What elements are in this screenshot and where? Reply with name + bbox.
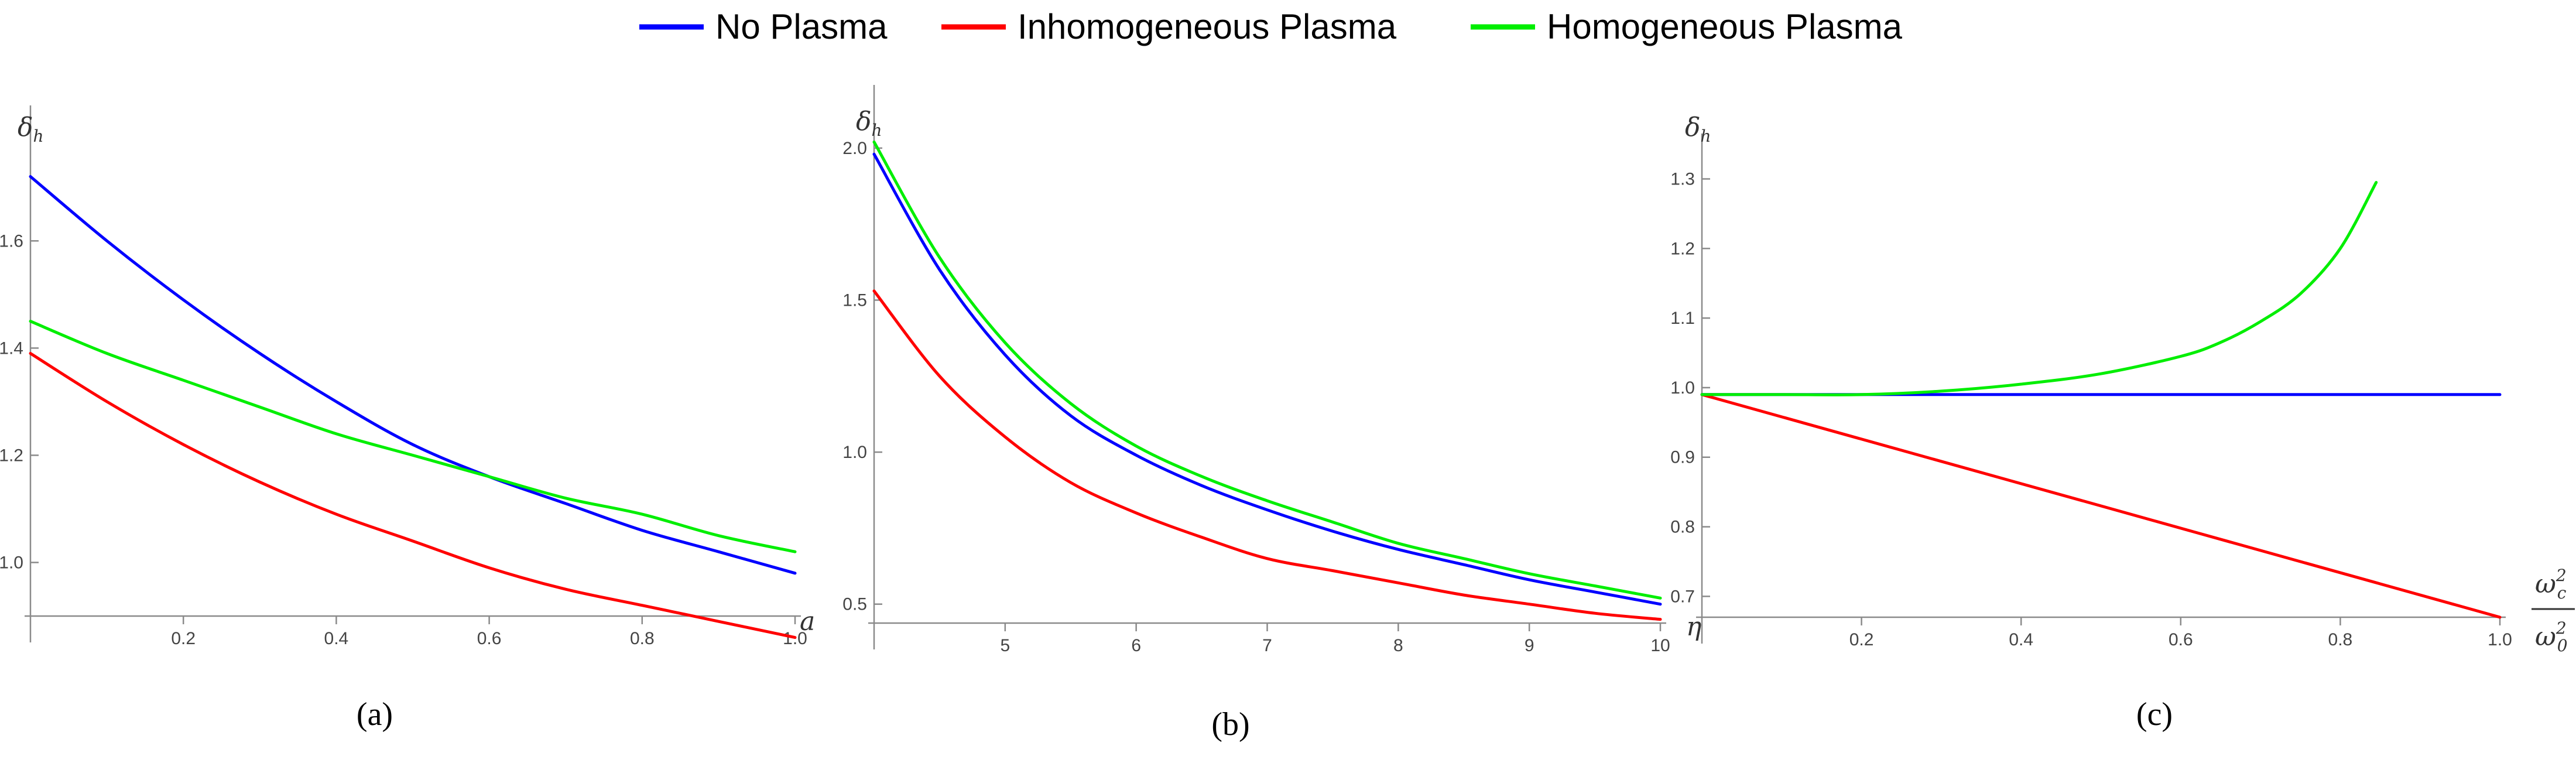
x-tick-label: 0.6 <box>2169 630 2193 649</box>
panel-caption: (b) <box>1211 706 1249 743</box>
y-tick-label: 0.7 <box>1670 587 1695 606</box>
x-tick-label: 10 <box>1650 636 1670 655</box>
x-tick-label: 0.4 <box>324 629 349 648</box>
x-tick-label: 0.6 <box>477 629 502 648</box>
series-line-inhomogeneous-plasma <box>1700 393 2502 619</box>
x-axis-label: ω2 cω2 0 <box>2532 566 2575 655</box>
x-tick-label: 0.4 <box>2009 630 2033 649</box>
y-tick-label: 1.1 <box>1670 309 1695 328</box>
legend-label: No Plasma <box>715 7 888 46</box>
x-label-denominator: ω2 0 <box>2535 618 2568 655</box>
x-tick-label: 1.0 <box>2488 630 2512 649</box>
x-tick-label: 0.8 <box>2328 630 2353 649</box>
x-tick-label: 0.2 <box>1849 630 1874 649</box>
y-tick-label: 1.2 <box>0 446 23 465</box>
panel-c: 0.2 0.4 0.6 0.8 1.0 0.7 0.8 0.9 1.0 1.1 1.2 1.3 δh ω2… <box>1670 112 2575 733</box>
y-tick-label: 1.3 <box>1670 170 1695 189</box>
series-line-no-plasma <box>29 175 797 575</box>
y-axis-label: δh <box>18 112 44 146</box>
series-line-homogeneous-plasma <box>872 141 1662 600</box>
y-tick-label: 1.0 <box>842 443 867 462</box>
y-tick-label: 1.6 <box>0 231 23 251</box>
x-tick-label: 9 <box>1525 636 1534 655</box>
x-tick-label: 0.2 <box>171 629 196 648</box>
y-tick-label: 0.9 <box>1670 448 1695 467</box>
panel-caption: (a) <box>357 696 393 733</box>
y-tick-label: 1.0 <box>0 553 23 572</box>
legend: No Plasma Inhomogeneous Plasma Homogeneous… <box>639 7 1903 46</box>
x-tick-label: 7 <box>1262 636 1272 655</box>
legend-label: Homogeneous Plasma <box>1547 7 1903 46</box>
series-line-no-plasma <box>872 152 1662 606</box>
x-axis-label: a <box>800 607 815 637</box>
x-tick-label: 6 <box>1131 636 1141 655</box>
y-axis-label: δh <box>856 107 882 140</box>
series-line-homogeneous-plasma <box>29 320 797 553</box>
panel-caption: (c) <box>2136 696 2173 733</box>
panel-b: 5 6 7 8 9 10 0.5 1.0 1.5 2.0δh η (b) <box>842 85 1701 743</box>
y-tick-label: 0.5 <box>842 595 867 614</box>
series-line-homogeneous-plasma <box>1700 181 2378 396</box>
y-tick-label: 2.0 <box>842 139 867 158</box>
y-tick-label: 0.8 <box>1670 518 1695 537</box>
series-line-inhomogeneous-plasma <box>29 352 797 639</box>
series-line-inhomogeneous-plasma <box>872 289 1662 621</box>
x-label-numerator: ω2 c <box>2535 566 2567 603</box>
y-tick-label: 1.4 <box>0 338 23 358</box>
y-axis-label: δh <box>1685 112 1711 146</box>
x-tick-label: 0.8 <box>630 629 655 648</box>
legend-entry: No Plasma <box>639 7 888 46</box>
legend-entry: Homogeneous Plasma <box>1471 7 1903 46</box>
y-tick-label: 1.0 <box>1670 378 1695 398</box>
y-tick-label: 1.5 <box>842 290 867 310</box>
x-tick-label: 5 <box>1000 636 1010 655</box>
x-axis-label: η <box>1686 612 1701 642</box>
legend-label: Inhomogeneous Plasma <box>1018 7 1397 46</box>
legend-entry: Inhomogeneous Plasma <box>941 7 1397 46</box>
x-tick-label: 8 <box>1393 636 1403 655</box>
y-tick-label: 1.2 <box>1670 239 1695 258</box>
